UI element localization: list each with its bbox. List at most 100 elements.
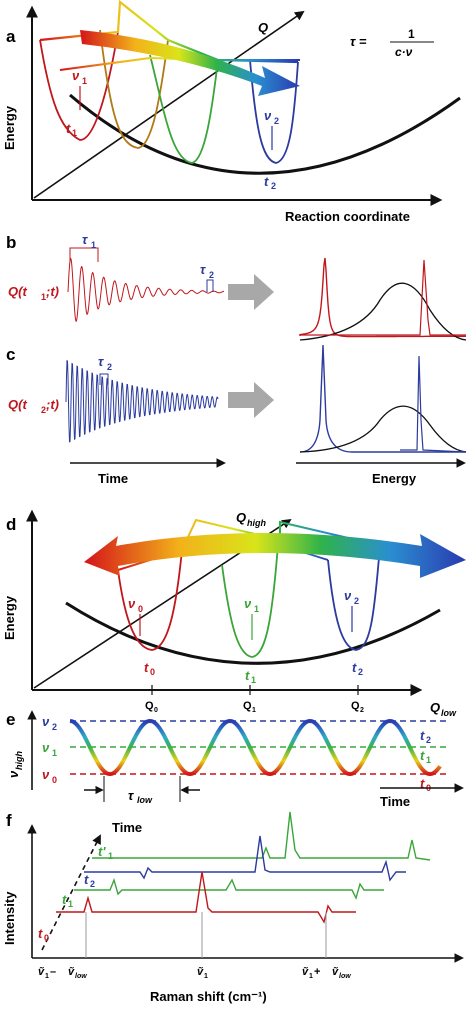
panel-e-oscillation (69, 718, 442, 777)
panel-f-t2: t (84, 872, 89, 887)
panel-c-tau2: τ (98, 354, 104, 369)
panel-f-time-label: Time (112, 820, 142, 835)
panel-f-t1p-sub: 1 (108, 851, 113, 861)
panel-d-well-green (221, 544, 279, 658)
panel-f-tick-right-op: + (314, 966, 320, 978)
panel-a: a Energy Reaction coordinate Q τ = 1 c·ν… (2, 0, 461, 224)
panel-f-tick-right-b: ṽ (332, 966, 339, 978)
panel-c-spectrum-black (299, 405, 467, 453)
panel-f-tick-left-op: – (50, 966, 56, 978)
panel-d-nu2-sub: 2 (354, 596, 359, 606)
panel-f-t0: t (38, 926, 43, 941)
panel-a-rainbow-arrow (80, 30, 300, 96)
panel-a-well-orange (99, 29, 169, 149)
panel-f: f Intensity Time t' 1 t 2 t 1 t 0 ṽ 1 – … (2, 811, 464, 1004)
panel-d: d Energy Q high Q low Q 0 Q 1 Q 2 ν 0 t (2, 509, 466, 718)
panel-e-ylabel: ν (6, 770, 21, 778)
panel-d-q2-sub: 2 (360, 707, 364, 714)
panel-f-tick-left-b-sub: low (75, 973, 87, 980)
panel-c-time-label: Time (98, 471, 128, 486)
panel-e-tau-low-sub: low (137, 795, 153, 805)
panel-b-spectrum-red (299, 257, 466, 338)
panel-a-well-red (39, 31, 119, 141)
panel-d-t1-sub: 1 (251, 675, 256, 685)
panel-b-tau1: τ (82, 232, 88, 247)
panel-a-formula-den: c·ν (395, 45, 413, 59)
panel-d-q0-sub: 0 (154, 707, 158, 714)
panel-b-time-signal (67, 257, 225, 323)
panel-b-signal-tail: ;t) (46, 284, 59, 299)
panel-d-nu0-sub: 0 (138, 604, 143, 614)
panel-b-tau1-bracket (69, 247, 99, 262)
panel-d-qhigh: Q (236, 510, 246, 525)
panel-e-nu2: ν (42, 714, 50, 729)
panel-b-spectrum-narrow (300, 259, 466, 336)
panel-e-t1: t (420, 748, 425, 763)
panel-f-time-arrow (41, 834, 101, 951)
panel-e-t2: t (420, 728, 425, 743)
panel-a-t2: t (264, 174, 269, 189)
panel-e-t0: t (420, 776, 425, 791)
panel-d-qhigh-sub: high (247, 518, 266, 528)
panel-f-tick-mid-sub: 1 (204, 973, 208, 980)
panel-d-t2-sub: 2 (358, 667, 363, 677)
panel-d-t2: t (352, 660, 357, 675)
panel-a-nu2: ν (264, 108, 272, 123)
panel-c-energy-label: Energy (372, 471, 417, 486)
panel-f-t1p: t' (98, 844, 106, 859)
panel-d-nu1-sub: 1 (254, 604, 259, 614)
panel-b-transform-arrow (228, 274, 274, 310)
panel-e-nu2-sub: 2 (52, 722, 57, 732)
panel-a-nu1: ν (72, 68, 80, 83)
panel-c-signal-sub: 2 (41, 405, 46, 415)
panel-d-qlow-sub: low (441, 708, 457, 718)
panel-d-nu1: ν (244, 596, 252, 611)
panel-f-trace-t1prime (92, 811, 431, 861)
panel-b-signal-sub: 1 (41, 292, 46, 302)
panel-e-nu0: ν (42, 767, 50, 782)
panel-a-x-label: Reaction coordinate (285, 209, 410, 224)
panel-a-nu1-sub: 1 (82, 76, 87, 86)
panel-d-well-blue (327, 544, 381, 651)
panel-d-q1-sub: 1 (252, 707, 256, 714)
panel-f-tick-left-a-sub: 1 (45, 973, 49, 980)
panel-d-q2: Q (351, 700, 360, 712)
panel-b-spectrum-black (299, 282, 467, 341)
panel-e-nu0-sub: 0 (52, 775, 57, 785)
panel-c: c Q(t 2 ;t) τ 2 Time Energy (6, 344, 467, 486)
panel-a-t1-sub: 1 (72, 128, 77, 138)
panel-f-xlabel: Raman shift (cm⁻¹) (150, 989, 267, 1004)
panel-f-tick-right-a: ṽ (302, 966, 309, 978)
panel-d-nu2: ν (344, 588, 352, 603)
panel-b-tau2-sub: 2 (209, 270, 214, 280)
panel-a-well-green (149, 54, 219, 164)
panel-d-letter: d (6, 515, 16, 534)
panel-b: b Q(t 1 ;t) τ 1 τ 2 (6, 232, 467, 341)
panel-f-t2-sub: 2 (90, 879, 95, 889)
panel-e-t1-sub: 1 (426, 755, 431, 765)
panel-e-time-label: Time (380, 794, 410, 809)
panel-a-q-label: Q (258, 20, 268, 35)
panel-f-tick-right-a-sub: 1 (309, 973, 313, 980)
panel-b-tau2: τ (200, 262, 206, 277)
panel-a-nu2-sub: 2 (274, 116, 279, 126)
panel-a-letter: a (6, 27, 16, 46)
panel-c-letter: c (6, 345, 15, 364)
panel-a-y-label: Energy (2, 105, 17, 150)
panel-c-signal-tail: ;t) (46, 397, 59, 412)
panel-f-trace-t2 (84, 835, 406, 882)
panel-e-letter: e (6, 710, 15, 729)
panel-f-tick-right-b-sub: low (339, 973, 351, 980)
panel-e-ylabel-sub: high (14, 751, 24, 770)
panel-f-tick-mid: ṽ (197, 966, 204, 978)
panel-c-tau2-sub: 2 (107, 362, 112, 372)
panel-e: e ν high ν 2 ν 1 ν 0 t 2 t 1 t 0 τ low T… (6, 710, 464, 809)
panel-f-letter: f (6, 811, 12, 830)
panel-a-formula-num: 1 (408, 27, 415, 41)
panel-a-well-blue (249, 59, 299, 164)
panel-a-t1: t (66, 121, 71, 136)
panel-b-signal-label: Q(t (8, 284, 27, 299)
panel-f-tick-left-a: ṽ (38, 966, 45, 978)
panel-b-tau2-bracket (206, 279, 214, 292)
